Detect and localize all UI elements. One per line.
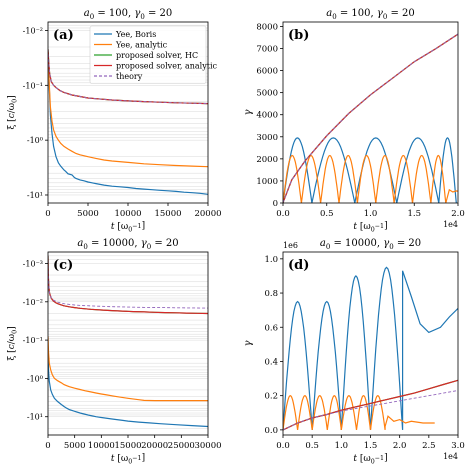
panel-a: 0 5000 10000 15000 20000 -10⁻² -10⁻¹ -10⁰ -10¹ a0… — [7, 8, 222, 234]
y-tick-label: 2000 — [256, 155, 278, 165]
y-tick-label: -10⁰ — [27, 136, 43, 145]
panel-title: a0 = 10000, γ0 = 20 — [320, 238, 421, 251]
x-tick-label: 0 — [45, 209, 50, 219]
x-tick-label: 25000 — [168, 441, 195, 451]
x-tick-label: 1.5 — [364, 441, 378, 451]
y-tick-label: -10⁻³ — [23, 259, 43, 268]
y-tick-label: -10⁻¹ — [23, 81, 43, 90]
x-tick-label: 0.0 — [276, 441, 290, 451]
x-tick-label: 3.0 — [451, 441, 465, 451]
y-axis-label: ξ [c/ω0] — [7, 326, 19, 360]
legend-label: proposed solver, analytic — [116, 62, 218, 71]
x-tick-label: 10000 — [114, 209, 141, 219]
series-theory — [48, 49, 208, 105]
y-tick-label: -10⁻² — [23, 298, 43, 307]
x-axis-label: t [ω0−1] — [353, 453, 387, 466]
y-tick-label: 7000 — [256, 44, 278, 54]
series-theory — [283, 33, 458, 203]
legend-label: proposed solver, HC — [116, 51, 198, 60]
panel-label: (d) — [288, 258, 309, 273]
series-yee_analytic — [48, 336, 208, 402]
legend-label: theory — [116, 72, 143, 81]
x-tick-label: 20000 — [194, 209, 221, 219]
x-multiplier: 1e4 — [443, 220, 458, 229]
y-tick-label: 3000 — [256, 133, 278, 143]
series-group — [48, 49, 208, 195]
x-tick-label: 0.0 — [276, 209, 290, 219]
x-multiplier: 1e4 — [443, 452, 458, 461]
y-tick-label: -10¹ — [27, 191, 43, 200]
x-tick-label: 1.0 — [335, 441, 349, 451]
panel-c: 0 5000 10000 15000 20000 25000 30000 -10⁻³ -10⁻²… — [7, 238, 222, 466]
x-tick-label: 20000 — [141, 441, 168, 451]
y-axis-label: ξ [c/ω0] — [7, 95, 19, 129]
legend-box — [89, 25, 207, 84]
series-yee_boris — [48, 52, 208, 195]
x-tick-label: 5000 — [77, 209, 99, 219]
y-tick-label: 0.4 — [264, 357, 278, 367]
panel-d: 0.0 0.5 1.0 1.5 2.0 2.5 3.0 0.0 0.2 0.4 0.6 0.8 1.0 1… — [243, 238, 465, 466]
x-tick-label: 1.5 — [407, 209, 421, 219]
x-tick-label: 15000 — [154, 209, 181, 219]
series-yee_analytic — [283, 154, 458, 203]
series-theory — [48, 255, 208, 309]
x-tick-label: 15000 — [114, 441, 141, 451]
y-multiplier: 1e6 — [283, 241, 298, 250]
x-tick-label: 0 — [45, 441, 50, 451]
legend-label: Yee, analytic — [115, 41, 168, 50]
series-yee_analytic — [283, 395, 435, 430]
panel-title: a0 = 10000, γ0 = 20 — [77, 238, 178, 251]
series-group — [283, 33, 458, 203]
x-axis-label: t [ω0−1] — [111, 221, 145, 234]
series-solver_hc — [283, 33, 458, 203]
legend-label: Yee, Boris — [115, 30, 156, 39]
panel-label: (a) — [53, 28, 74, 43]
x-tick-label: 0.5 — [305, 441, 319, 451]
y-axis-label: γ — [243, 340, 254, 346]
y-tick-label: -10⁻² — [23, 26, 43, 35]
series-group — [283, 266, 458, 431]
x-tick-label: 2.0 — [393, 441, 407, 451]
panel-b: 0.0 0.5 1.0 1.5 2.0 0 1000 2000 3000 4000 5000 6000… — [243, 8, 465, 234]
panel-title: a0 = 100, γ0 = 20 — [84, 8, 173, 21]
y-tick-label: 0.0 — [264, 426, 278, 436]
y-tick-label: 5000 — [256, 89, 278, 99]
y-tick-label: 0 — [273, 199, 278, 209]
panel-title: a0 = 100, γ0 = 20 — [326, 8, 415, 21]
series-yee_boris — [48, 351, 208, 428]
y-tick-label: 0.6 — [264, 323, 278, 333]
y-tick-label: 1000 — [256, 177, 278, 187]
x-tick-label: 2.0 — [451, 209, 465, 219]
y-tick-label: -10⁰ — [27, 374, 43, 383]
x-tick-label: 5000 — [64, 441, 86, 451]
x-tick-label: 0.5 — [320, 209, 334, 219]
x-axis-label: t [ω0−1] — [353, 221, 387, 234]
y-tick-label: 4000 — [256, 111, 278, 121]
y-tick-label: 6000 — [256, 67, 278, 77]
x-tick-label: 10000 — [88, 441, 115, 451]
x-tick-label: 30000 — [194, 441, 221, 451]
series-yee_boris — [283, 137, 457, 203]
axes-frame — [47, 251, 209, 436]
series-theory — [283, 390, 458, 431]
y-axis-label: γ — [243, 109, 254, 115]
series-solver_analytic — [283, 33, 458, 203]
y-tick-label: 8000 — [256, 22, 278, 32]
y-tick-label: 0.8 — [264, 289, 278, 299]
x-axis-label: t [ω0−1] — [111, 453, 145, 466]
series-group — [48, 255, 208, 428]
series-yee_analytic — [48, 52, 208, 168]
panel-label: (b) — [288, 28, 309, 43]
axes-frame — [282, 21, 459, 204]
y-tick-label: -10⁻¹ — [23, 336, 43, 345]
panel-label: (c) — [53, 258, 73, 273]
y-tick-label: -10¹ — [27, 413, 43, 422]
x-tick-label: 2.5 — [422, 441, 436, 451]
y-tick-label: 0.2 — [264, 392, 278, 402]
y-tick-label: 1.0 — [264, 255, 278, 265]
series-yee_boris — [283, 266, 458, 430]
x-tick-label: 1.0 — [364, 209, 378, 219]
